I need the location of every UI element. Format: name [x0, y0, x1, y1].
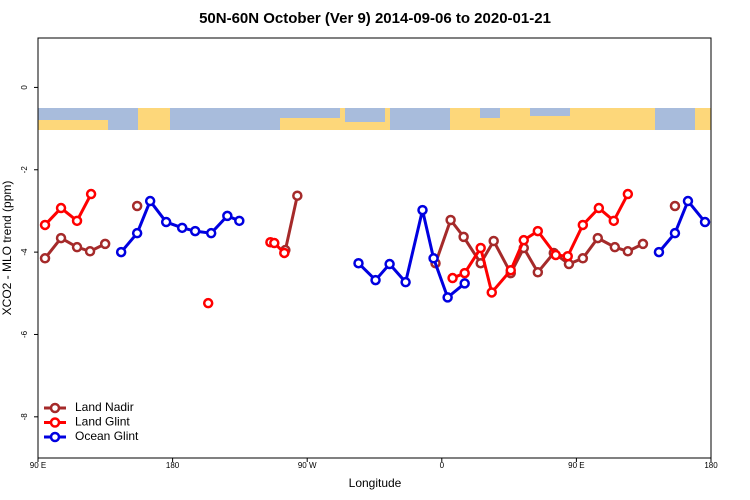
- data-point: [458, 231, 469, 243]
- map-strip: [38, 108, 711, 130]
- x-tick-label: 0: [440, 461, 445, 470]
- data-point: [609, 241, 621, 253]
- data-point: [445, 214, 456, 226]
- chart-title: 50N-60N October (Ver 9) 2014-09-06 to 20…: [199, 10, 551, 27]
- data-point: [532, 267, 544, 278]
- data-point: [131, 200, 143, 212]
- data-point: [176, 222, 188, 234]
- data-point: [131, 227, 143, 239]
- legend-label: Land Nadir: [75, 400, 134, 414]
- plot-frame: [37, 37, 712, 459]
- y-tick-label: -4: [20, 248, 29, 256]
- data-point: [699, 216, 711, 228]
- data-point: [550, 249, 562, 261]
- data-point: [577, 219, 589, 231]
- series-line: [43, 193, 630, 296]
- y-tick-label: -2: [20, 166, 29, 174]
- data-point: [447, 272, 458, 284]
- data-point: [669, 200, 681, 212]
- x-tick-label: 90 E: [568, 461, 584, 470]
- data-point: [39, 253, 51, 264]
- data-point: [384, 258, 395, 270]
- data-point: [459, 267, 470, 279]
- data-point: [518, 234, 530, 246]
- data-point: [353, 257, 364, 269]
- data-point: [459, 278, 470, 289]
- data-point: [442, 292, 453, 303]
- data-point: [202, 297, 214, 309]
- data-point: [637, 238, 649, 250]
- legend-marker: [49, 402, 61, 414]
- data-point: [682, 195, 694, 207]
- x-axis-label: Longitude: [349, 476, 402, 490]
- data-point: [144, 195, 156, 207]
- data-point: [189, 225, 201, 237]
- data-point: [562, 250, 573, 262]
- data-point: [577, 253, 589, 264]
- data-point: [160, 216, 172, 228]
- data-point: [279, 247, 290, 259]
- data-point: [622, 246, 634, 257]
- data-point: [428, 253, 439, 264]
- y-tick-label: -8: [20, 413, 29, 421]
- data-point: [608, 215, 620, 227]
- data-point: [205, 227, 217, 239]
- data-point: [417, 204, 428, 216]
- data-point: [115, 246, 127, 258]
- data-point: [85, 188, 97, 200]
- x-tick-label: 90 E: [30, 461, 46, 470]
- data-point: [653, 246, 665, 258]
- data-point: [84, 246, 96, 257]
- data-point: [99, 238, 111, 250]
- data-point: [55, 202, 67, 214]
- legend-label: Land Glint: [75, 415, 130, 429]
- data-point: [532, 225, 544, 237]
- data-point: [292, 190, 303, 201]
- y-tick-label: -6: [20, 330, 29, 338]
- data-point: [55, 232, 67, 244]
- x-tick-label: 180: [166, 461, 180, 470]
- y-axis-label: XCO2 - MLO trend (ppm): [0, 181, 14, 316]
- data-point: [488, 235, 499, 247]
- data-point: [622, 188, 634, 200]
- data-point: [592, 232, 604, 244]
- data-point: [486, 287, 498, 298]
- data-point: [234, 215, 245, 227]
- x-tick-label: 180: [704, 461, 718, 470]
- data-point: [222, 210, 233, 222]
- data-point: [505, 264, 516, 276]
- data-point: [269, 237, 280, 249]
- data-point: [370, 274, 381, 286]
- x-tick-label: 90 W: [298, 461, 317, 470]
- data-point: [39, 219, 51, 231]
- data-point: [400, 276, 411, 288]
- data-point: [669, 227, 681, 239]
- legend-marker: [49, 417, 61, 428]
- data-point: [593, 202, 605, 214]
- legend-marker: [49, 431, 61, 443]
- data-point: [71, 215, 83, 227]
- data-point: [71, 241, 83, 253]
- legend-label: Ocean Glint: [75, 429, 139, 443]
- y-tick-label: 0: [20, 85, 29, 90]
- data-point: [475, 242, 486, 254]
